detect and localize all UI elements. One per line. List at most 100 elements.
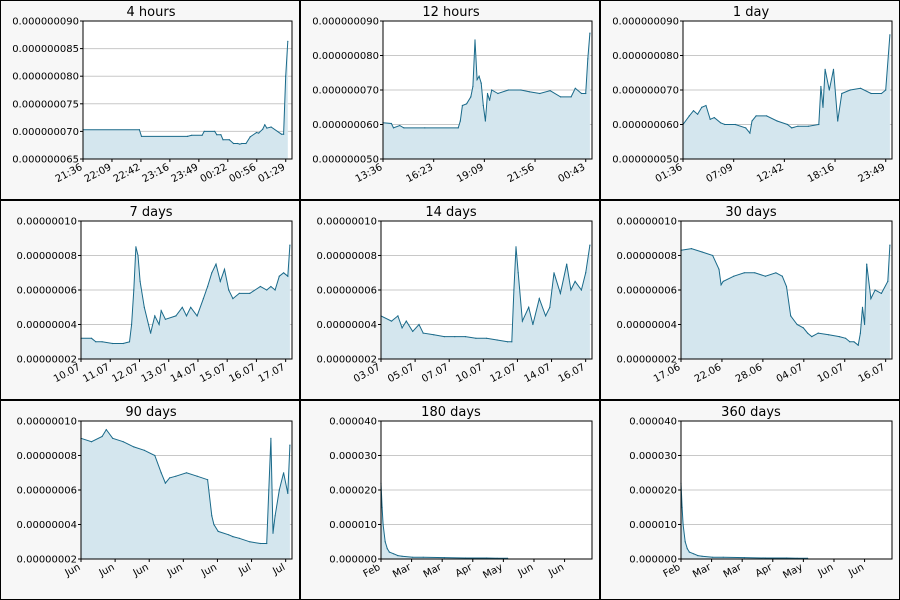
y-tick-label: 0.000040	[329, 417, 377, 428]
data-point	[272, 532, 274, 534]
data-point	[539, 92, 541, 95]
data-point	[693, 553, 695, 555]
data-point	[701, 106, 703, 108]
data-point	[811, 336, 813, 338]
data-point	[213, 523, 215, 526]
y-tick-label: 0.00000010	[317, 217, 377, 228]
data-point	[587, 58, 589, 60]
data-point	[482, 104, 484, 107]
x-tick-label: Jun	[516, 562, 536, 580]
chart-svg: 30 days 0.00000002 0.00000004 0.00000006 0.0…	[617, 205, 893, 385]
x-tick-label: Jul	[236, 562, 253, 578]
data-point	[860, 87, 862, 89]
data-point	[549, 90, 551, 92]
x-tick-label: 11.07	[81, 362, 111, 385]
data-point	[713, 117, 715, 119]
data-point	[791, 127, 793, 129]
data-point	[203, 130, 205, 132]
data-point	[232, 142, 235, 145]
data-point	[388, 551, 390, 553]
data-point	[397, 555, 399, 557]
data-point	[734, 123, 736, 126]
data-point	[681, 506, 683, 508]
data-point	[507, 341, 509, 343]
y-tick-label: 0.000000080	[612, 51, 679, 62]
data-point	[701, 251, 703, 253]
y-tick-label: 0.000000070	[612, 86, 679, 97]
data-point	[887, 280, 889, 282]
data-point	[457, 127, 459, 129]
x-tick-label: Jun	[816, 562, 836, 580]
plot-frame	[80, 220, 293, 360]
data-point	[154, 454, 156, 457]
y-tick-label: 0.000000	[329, 555, 377, 566]
data-point	[228, 534, 230, 536]
data-point	[201, 134, 203, 136]
data-point	[169, 477, 171, 479]
chart-panel-6: 30 days 0.00000002 0.00000004 0.00000006 0.0…	[600, 200, 900, 400]
y-tick-label: 0.00000010	[17, 417, 77, 428]
data-point	[712, 254, 714, 257]
series-line	[81, 245, 291, 344]
data-point	[470, 96, 472, 98]
x-tick-label: 16.07	[857, 362, 887, 385]
data-point	[393, 553, 395, 555]
data-point	[386, 548, 388, 550]
y-tick-label: 0.000000070	[12, 127, 79, 138]
data-point	[135, 246, 137, 248]
chart-title: 360 days	[721, 405, 781, 420]
y-tick-label: 0.000040	[629, 417, 677, 428]
data-point	[754, 272, 756, 274]
data-point	[399, 124, 401, 127]
x-tick-label: 00:56	[228, 162, 259, 185]
data-point	[749, 132, 751, 134]
x-tick-label: 12.07	[110, 362, 140, 385]
data-point	[401, 327, 403, 329]
data-point	[745, 127, 747, 129]
data-point	[154, 315, 156, 317]
data-point	[202, 298, 204, 300]
data-point	[466, 103, 468, 105]
data-point	[443, 336, 445, 338]
x-tick-label: 12:42	[755, 162, 786, 185]
y-tick-label: 0.00000004	[17, 320, 77, 331]
plot-frame	[380, 420, 593, 560]
data-point	[112, 342, 114, 345]
x-tick-label: Jul	[270, 562, 287, 578]
data-point	[870, 298, 872, 300]
data-point	[764, 275, 766, 277]
plot-frame	[380, 220, 593, 360]
data-point	[497, 92, 499, 95]
data-point	[538, 298, 540, 300]
x-tick-label: 22.06	[693, 362, 723, 385]
data-point	[381, 506, 383, 508]
data-point	[722, 280, 724, 282]
data-point	[507, 89, 509, 91]
data-point	[724, 123, 726, 126]
x-tick-label: 01:29	[257, 162, 288, 185]
data-point	[807, 332, 809, 334]
y-tick-label: 0.000000	[629, 555, 677, 566]
data-point	[480, 82, 482, 84]
y-tick-label: 0.00000002	[17, 355, 77, 366]
data-point	[101, 341, 103, 343]
data-point	[807, 125, 809, 127]
data-point	[889, 34, 891, 36]
x-tick-label: 04.07	[775, 362, 805, 385]
data-point	[528, 91, 530, 93]
data-point	[239, 143, 241, 145]
x-tick-label: 19:09	[455, 162, 486, 185]
data-point	[828, 89, 830, 91]
data-point	[585, 92, 587, 95]
data-point	[476, 79, 478, 81]
chart-svg: 14 days 0.00000002 0.00000004 0.00000006 0.0…	[317, 205, 593, 385]
data-point	[472, 85, 474, 88]
data-point	[790, 315, 792, 317]
y-tick-label: 0.000000060	[312, 120, 379, 131]
data-point	[160, 472, 162, 474]
data-point	[207, 479, 209, 481]
x-tick-label: Apr	[754, 562, 775, 580]
data-point	[217, 530, 219, 532]
data-point	[818, 123, 820, 126]
